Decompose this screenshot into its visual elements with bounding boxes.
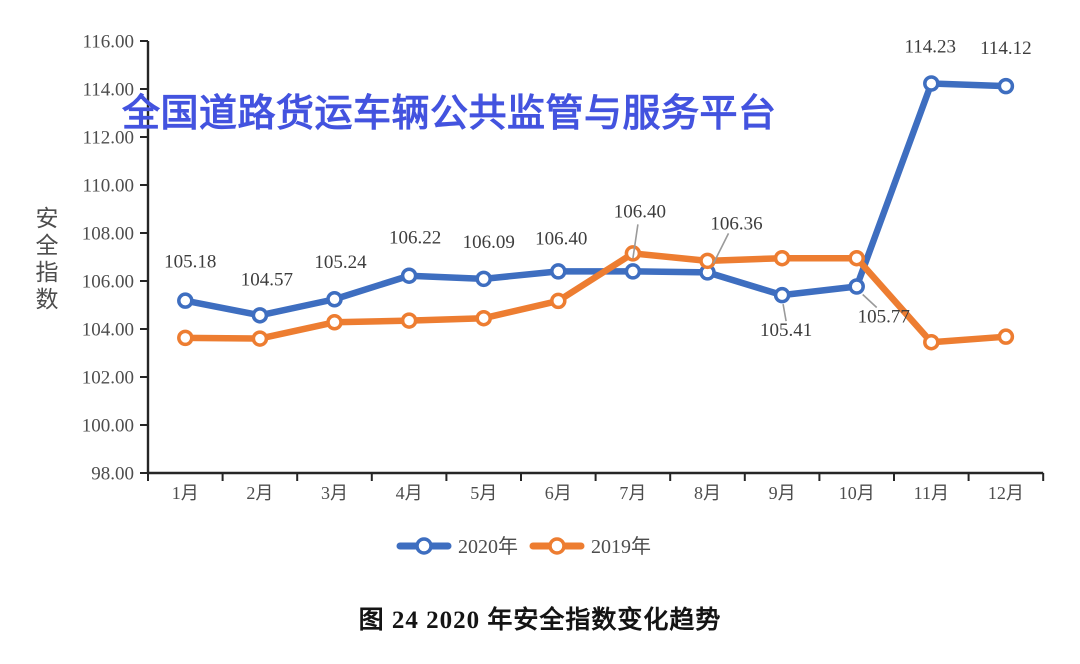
- y-axis-tick-label: 98.00: [91, 464, 134, 485]
- series-marker-2019年: [550, 292, 567, 310]
- data-label-leader: [712, 233, 730, 264]
- safety-index-line-chart: 98.00 100.00 102.00 104.00 106.00 108.00 110.0…: [36, 32, 1045, 558]
- x-axis-tick-label: 1月: [172, 483, 199, 503]
- series-marker-2020年: [251, 307, 269, 324]
- y-axis-tick-label: 106.00: [82, 272, 134, 293]
- data-label: 114.12: [980, 38, 1032, 59]
- series-marker-2019年: [699, 252, 716, 270]
- x-axis-tick-label: 2月: [246, 483, 273, 503]
- data-label-leader: [632, 224, 639, 259]
- y-axis-tick-label: 112.00: [82, 128, 134, 149]
- data-label: 114.23: [905, 36, 957, 57]
- y-axis-title: 数: [36, 287, 59, 312]
- data-label: 106.09: [463, 232, 515, 253]
- x-axis-tick-label: 10月: [839, 483, 875, 503]
- data-label: 105.18: [164, 252, 216, 273]
- series-marker-2020年: [550, 263, 567, 280]
- series-marker-2019年: [997, 328, 1015, 345]
- series-marker-2020年: [475, 270, 492, 288]
- series-marker-2020年: [326, 290, 343, 308]
- series-marker-2019年: [475, 309, 492, 327]
- y-axis-tick-label: 108.00: [82, 224, 134, 245]
- x-axis-tick-label: 12月: [988, 483, 1024, 503]
- data-label: 105.77: [858, 307, 910, 328]
- y-axis-tick-label: 116.00: [82, 32, 134, 53]
- watermark-text: 全国道路货运车辆公共监管与服务平台: [122, 93, 777, 135]
- legend-marker-sample: [415, 537, 433, 555]
- series-line-2019年: [182, 250, 1010, 346]
- series-marker-2020年: [848, 278, 865, 295]
- data-label: 104.57: [241, 269, 293, 290]
- data-label: 106.22: [389, 228, 441, 249]
- series-marker-2019年: [848, 249, 865, 267]
- data-label: 106.36: [710, 213, 762, 234]
- data-label-leader: [862, 293, 878, 309]
- data-label: 106.40: [535, 228, 587, 249]
- series-marker-2019年: [251, 330, 269, 347]
- series-marker-2019年: [773, 249, 791, 267]
- x-axis-tick-label: 8月: [694, 483, 721, 503]
- y-axis-title: 全: [36, 233, 59, 258]
- data-label: 105.24: [314, 252, 367, 273]
- y-axis-title: 指: [36, 260, 59, 285]
- x-axis-tick-label: 11月: [914, 483, 949, 503]
- legend-marker-sample: [548, 537, 566, 555]
- data-label: 105.41: [760, 320, 812, 341]
- series-marker-2020年: [923, 75, 940, 92]
- series-line-2020年: [182, 80, 1010, 319]
- series-marker-2019年: [177, 329, 194, 347]
- series-marker-2020年: [400, 267, 418, 284]
- series-marker-2020年: [773, 286, 791, 304]
- x-axis-tick-label: 3月: [321, 483, 348, 503]
- x-axis-tick-label: 5月: [470, 483, 497, 503]
- y-axis-tick-label: 100.00: [82, 416, 134, 437]
- y-axis-tick-label: 114.00: [82, 80, 134, 101]
- y-axis-tick-label: 104.00: [82, 320, 134, 341]
- series-marker-2020年: [177, 292, 194, 309]
- series-marker-2020年: [624, 263, 642, 280]
- x-axis-tick-label: 4月: [396, 483, 423, 503]
- data-label: 106.40: [614, 201, 666, 222]
- figure-caption: 图 24 2020 年安全指数变化趋势: [358, 607, 722, 634]
- data-label-leader: [782, 304, 787, 322]
- series-marker-2019年: [326, 314, 343, 331]
- x-axis-tick-label: 9月: [769, 483, 796, 503]
- series-marker-2019年: [400, 312, 418, 329]
- y-axis-tick-label: 110.00: [82, 176, 134, 197]
- legend-label-2019年: 2019年: [591, 535, 651, 558]
- series-marker-2019年: [923, 333, 940, 351]
- y-axis-title: 安: [36, 206, 59, 231]
- legend-label-2020年: 2020年: [458, 535, 518, 558]
- series-marker-2020年: [997, 77, 1015, 95]
- x-axis-tick-label: 7月: [619, 483, 646, 503]
- y-axis-tick-label: 102.00: [82, 368, 134, 389]
- x-axis-tick-label: 6月: [545, 483, 572, 503]
